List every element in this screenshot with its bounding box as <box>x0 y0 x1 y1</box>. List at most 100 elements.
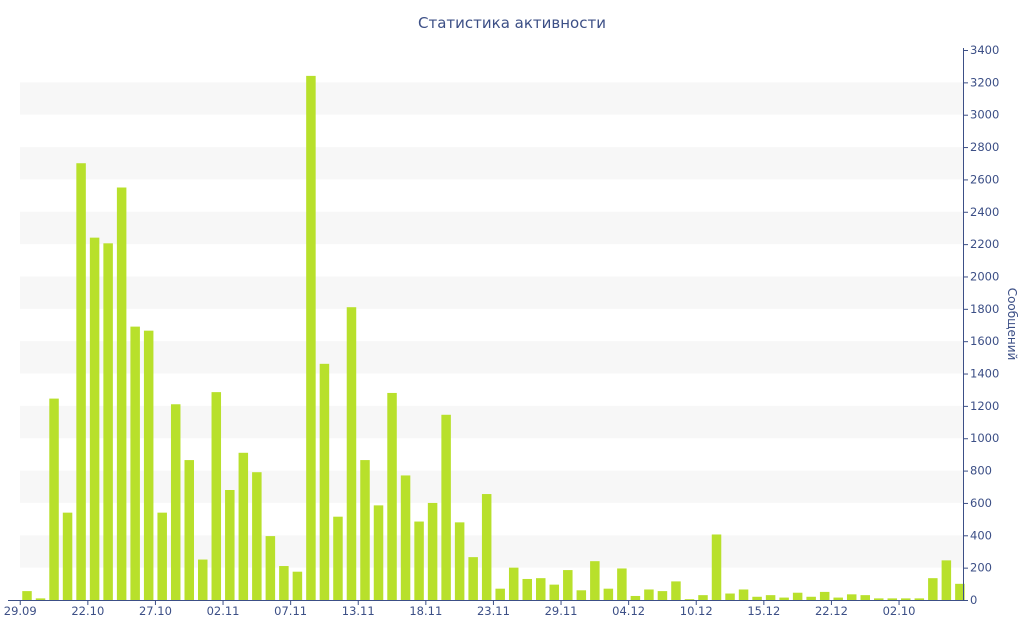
bar <box>198 559 208 600</box>
grid-band <box>20 147 963 180</box>
bar <box>590 561 600 600</box>
bar <box>508 567 519 600</box>
bar <box>617 568 627 600</box>
bar <box>103 243 113 600</box>
bar <box>563 570 573 600</box>
y-tick-label: 800 <box>970 464 992 478</box>
y-axis-title: Сообщений <box>1005 288 1019 361</box>
bar <box>292 571 303 600</box>
bar <box>130 326 140 600</box>
y-tick-label: 1000 <box>970 431 999 445</box>
bar <box>874 598 884 600</box>
bar <box>427 502 438 600</box>
bar <box>549 584 560 600</box>
bar <box>901 598 911 600</box>
bar <box>644 589 654 600</box>
x-tick-label: 27.10 <box>139 604 172 618</box>
axes <box>8 48 964 601</box>
bar <box>711 534 722 600</box>
x-tick-label: 29.09 <box>4 604 37 618</box>
y-tick-label: 2000 <box>970 269 999 283</box>
bar <box>279 566 289 600</box>
bar <box>914 598 925 600</box>
bar <box>833 597 843 600</box>
bar <box>252 472 262 600</box>
grid-band <box>20 211 963 245</box>
bar <box>49 398 59 600</box>
x-tick-label: 22.12 <box>815 604 848 618</box>
x-tick-label: 13.11 <box>342 604 375 618</box>
bar <box>225 490 235 600</box>
bar <box>170 404 181 600</box>
bar <box>657 591 668 600</box>
bar <box>414 521 424 600</box>
x-tick-label: 02.10 <box>883 604 916 618</box>
grid-bands <box>20 82 963 568</box>
bar <box>184 460 194 600</box>
y-axis-ticks: 0 200 400 600 800 1000 1200 1400 1600 1800 2000 220… <box>963 43 999 607</box>
bar-series <box>22 75 965 601</box>
grid-band <box>20 470 963 503</box>
bar <box>89 237 100 600</box>
bar <box>806 596 816 600</box>
y-tick-label: 0 <box>970 593 977 607</box>
y-tick-label: 3000 <box>970 108 999 122</box>
y-tick-label: 2800 <box>970 140 999 154</box>
bar <box>360 460 370 600</box>
chart-title: Статистика активности <box>418 14 606 32</box>
bar <box>941 560 952 600</box>
bar <box>116 187 127 600</box>
bar <box>346 307 357 600</box>
x-tick-label: 10.12 <box>680 604 713 618</box>
y-tick-label: 400 <box>970 528 992 542</box>
bar <box>387 392 397 600</box>
bar <box>319 363 330 600</box>
bar <box>306 75 316 601</box>
bar <box>265 536 276 600</box>
bar <box>495 588 505 600</box>
bar <box>22 591 32 600</box>
bar <box>157 512 167 600</box>
bar <box>76 163 86 600</box>
x-tick-label: 23.11 <box>477 604 510 618</box>
bar <box>400 475 411 600</box>
bar <box>955 583 965 600</box>
bar <box>846 594 857 600</box>
bar <box>792 592 803 600</box>
y-tick-label: 1800 <box>970 302 999 316</box>
bar <box>536 578 546 600</box>
bar <box>928 578 938 600</box>
y-tick-label: 1200 <box>970 399 999 413</box>
x-tick-label: 18.11 <box>409 604 442 618</box>
bar <box>725 593 735 600</box>
grid-band <box>20 276 963 309</box>
y-tick-label: 3200 <box>970 75 999 89</box>
bar <box>441 414 451 600</box>
bar <box>238 452 249 600</box>
x-tick-label: 22.10 <box>71 604 104 618</box>
bar <box>62 512 73 600</box>
bar <box>603 588 614 600</box>
bar <box>887 598 898 600</box>
y-tick-label: 600 <box>970 496 992 510</box>
bar <box>671 581 681 600</box>
x-tick-label: 29.11 <box>545 604 578 618</box>
y-tick-label: 2600 <box>970 172 999 186</box>
bar <box>522 578 532 600</box>
bar <box>752 596 762 600</box>
grid-band <box>20 341 963 374</box>
bar <box>779 597 789 600</box>
bar <box>373 505 384 600</box>
bar <box>698 595 708 600</box>
y-tick-label: 2400 <box>970 205 999 219</box>
bar <box>860 595 870 600</box>
bar <box>454 522 465 600</box>
bar <box>819 591 830 600</box>
y-tick-label: 200 <box>970 561 992 575</box>
y-tick-label: 1400 <box>970 367 999 381</box>
bar <box>684 599 695 600</box>
bar <box>738 589 749 600</box>
bar <box>35 598 46 600</box>
y-tick-label: 1600 <box>970 334 999 348</box>
x-axis-ticks: 29.09 22.10 27.10 02.11 07.11 13.11 18.11 23.11… <box>4 600 916 618</box>
